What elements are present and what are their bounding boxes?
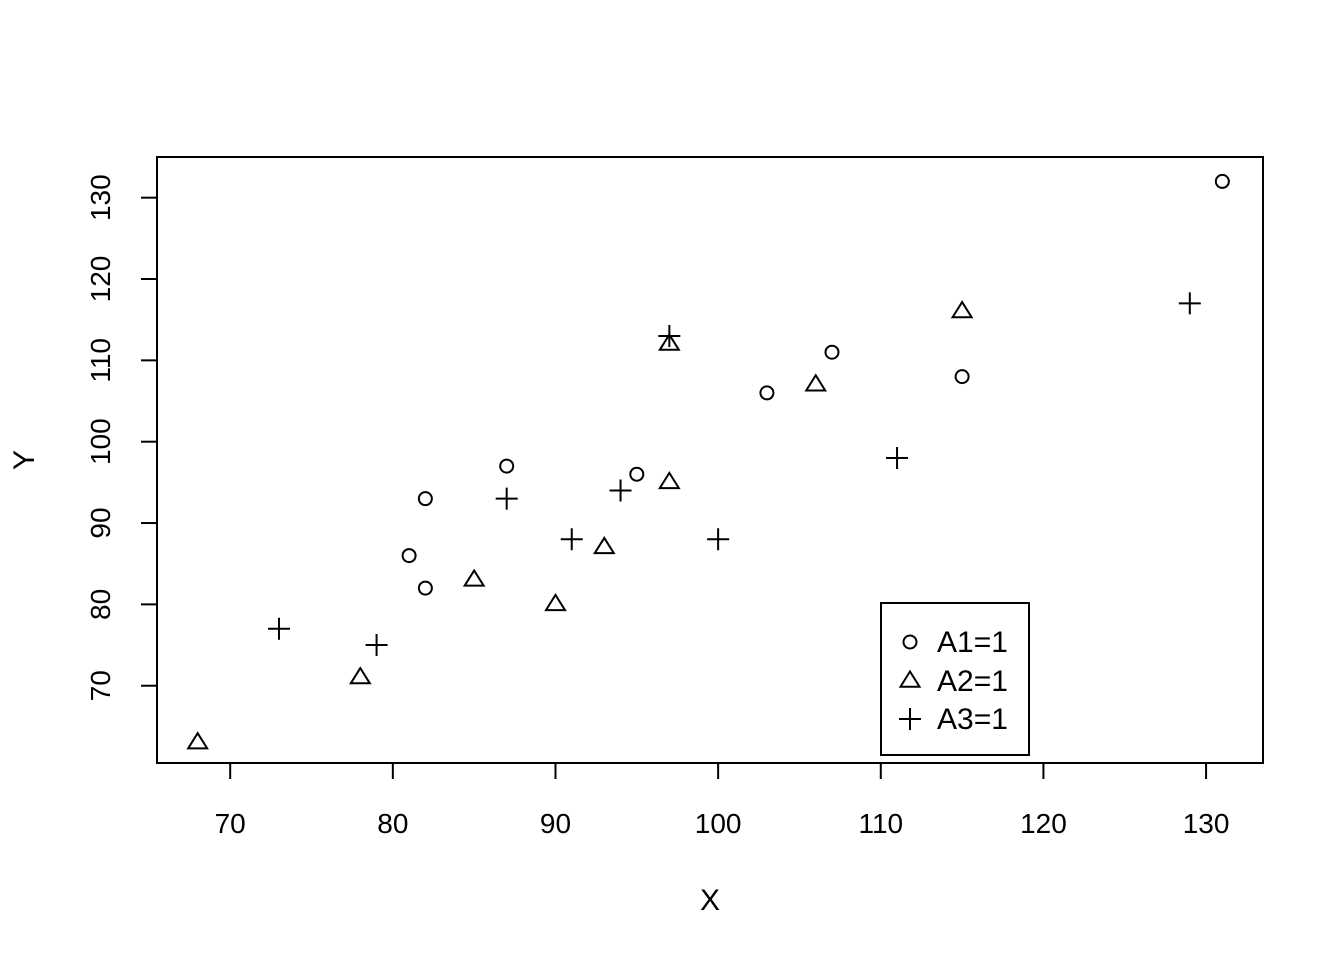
legend-marker-circle bbox=[902, 634, 918, 650]
data-point-plus bbox=[560, 528, 583, 551]
data-point-plus bbox=[267, 617, 290, 640]
data-point-triangle bbox=[544, 592, 567, 612]
data-point-plus bbox=[365, 634, 388, 657]
data-point-circle bbox=[1214, 173, 1230, 189]
data-points bbox=[186, 173, 1230, 750]
legend-label: A1=1 bbox=[937, 626, 1008, 659]
x-axis-label: X bbox=[700, 884, 720, 917]
data-point-triangle bbox=[349, 666, 372, 685]
y-tick-label: 120 bbox=[85, 256, 116, 303]
legend-label: A2=1 bbox=[937, 665, 1008, 698]
y-tick-label: 70 bbox=[85, 670, 116, 701]
data-point-plus bbox=[707, 528, 730, 551]
data-point-triangle bbox=[950, 300, 974, 319]
legend-marker-triangle bbox=[898, 669, 922, 688]
y-tick-label: 80 bbox=[85, 589, 116, 620]
x-tick-label: 120 bbox=[1020, 808, 1067, 839]
data-point-triangle bbox=[592, 536, 616, 555]
data-point-circle bbox=[499, 458, 515, 474]
data-point-triangle bbox=[658, 332, 681, 351]
x-tick-label: 110 bbox=[858, 808, 903, 839]
legend-label: A3=1 bbox=[937, 703, 1008, 736]
legend: A1=1 A2=1 A3=1 bbox=[880, 602, 1030, 756]
data-point-circle bbox=[401, 548, 417, 564]
data-point-circle bbox=[629, 466, 645, 482]
data-point-triangle bbox=[658, 470, 681, 490]
x-axis: 70 80 90 100 110 120 130 bbox=[215, 762, 1230, 839]
y-tick-label: 90 bbox=[85, 507, 116, 538]
data-point-plus bbox=[886, 446, 909, 469]
x-tick-label: 90 bbox=[540, 808, 571, 839]
x-tick-label: 100 bbox=[695, 808, 742, 839]
y-tick-label: 100 bbox=[85, 418, 116, 465]
data-point-plus bbox=[609, 479, 632, 502]
data-point-plus bbox=[1178, 292, 1201, 315]
data-point-triangle bbox=[186, 731, 209, 750]
x-tick-label: 130 bbox=[1183, 808, 1230, 839]
data-point-plus bbox=[658, 324, 681, 347]
data-point-triangle bbox=[804, 373, 828, 392]
y-axis-label: Y bbox=[8, 450, 41, 470]
data-point-circle bbox=[417, 580, 433, 596]
data-point-circle bbox=[759, 385, 775, 401]
y-tick-label: 130 bbox=[85, 174, 116, 221]
y-tick-label: 110 bbox=[85, 338, 116, 383]
legend-marker-plus bbox=[899, 708, 921, 730]
data-point-triangle bbox=[462, 568, 486, 587]
x-tick-label: 70 bbox=[215, 808, 246, 839]
data-point-plus bbox=[495, 487, 518, 510]
data-point-circle bbox=[954, 369, 970, 385]
x-tick-label: 80 bbox=[377, 808, 408, 839]
y-axis: 70 80 90 100 110 120 130 bbox=[85, 174, 158, 701]
plot-frame bbox=[156, 156, 1264, 764]
data-point-circle bbox=[824, 344, 840, 360]
data-point-circle bbox=[417, 491, 433, 507]
